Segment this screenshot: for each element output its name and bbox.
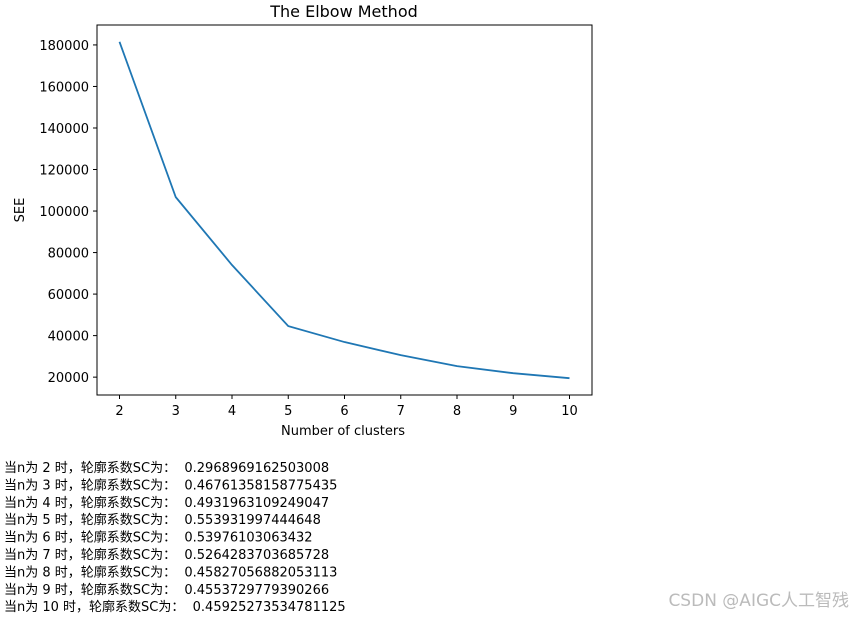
x-tick-label: 6 — [340, 404, 348, 419]
x-tick-label: 8 — [453, 404, 461, 419]
y-tick-label: 80000 — [48, 247, 89, 262]
axes-frame — [96, 24, 593, 396]
output-line: 当n为 9 时，轮廓系数SC为： 0.4553729779390266 — [4, 582, 329, 598]
y-tick-label: 60000 — [48, 288, 89, 303]
x-tick-label: 10 — [561, 404, 578, 419]
x-tick-label: 4 — [228, 404, 236, 419]
output-line: 当n为 7 时，轮廓系数SC为： 0.5264283703685728 — [4, 547, 329, 563]
x-tick-label: 9 — [509, 404, 517, 419]
x-tick-label: 5 — [284, 404, 292, 419]
output-line: 当n为 8 时，轮廓系数SC为： 0.45827056882053113 — [4, 564, 337, 580]
chart-title: The Elbow Method — [269, 2, 418, 21]
output-line: 当n为 3 时，轮廓系数SC为： 0.46761358158775435 — [4, 477, 337, 493]
x-tick-label: 2 — [115, 404, 123, 419]
output-line: 当n为 6 时，轮廓系数SC为： 0.53976103063432 — [4, 530, 313, 546]
y-axis-label: SEE — [13, 198, 28, 223]
output-line: 当n为 5 时，轮廓系数SC为： 0.553931997444648 — [4, 512, 321, 528]
x-tick-label: 7 — [397, 404, 405, 419]
y-tick-label: 160000 — [39, 80, 89, 95]
watermark: CSDN @AIGC人工智残 — [668, 591, 849, 611]
output-line: 当n为 4 时，轮廓系数SC为： 0.4931963109249047 — [4, 495, 329, 511]
x-axis-label: Number of clusters — [281, 424, 405, 439]
y-tick-label: 40000 — [48, 330, 89, 345]
output-line: 当n为 2 时，轮廓系数SC为： 0.2968969162503008 — [4, 460, 329, 476]
y-tick-label: 120000 — [39, 164, 89, 179]
y-tick-label: 180000 — [39, 39, 89, 54]
x-tick-label: 3 — [172, 404, 180, 419]
y-tick-label: 140000 — [39, 122, 89, 137]
line — [118, 41, 570, 380]
output-line: 当n为 10 时，轮廓系数SC为： 0.45925273534781125 — [4, 599, 346, 615]
y-tick-label: 20000 — [48, 371, 89, 386]
y-tick-label: 100000 — [39, 205, 89, 220]
